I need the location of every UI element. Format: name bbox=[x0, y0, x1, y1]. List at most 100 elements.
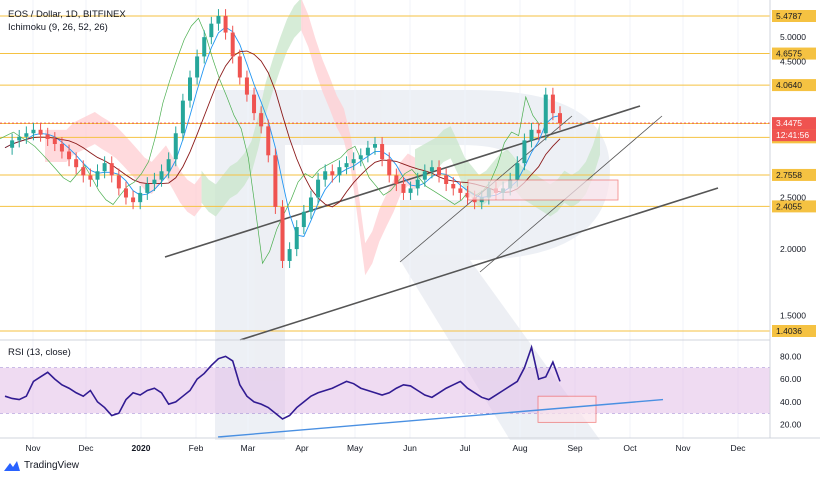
time-tick-label: 2020 bbox=[132, 443, 151, 453]
candle-body bbox=[159, 171, 164, 180]
countdown-box bbox=[772, 129, 816, 142]
candle-body bbox=[451, 184, 456, 189]
candle-body bbox=[308, 197, 313, 212]
time-tick-label: Oct bbox=[623, 443, 637, 453]
countdown-text: 12:41:56 bbox=[776, 130, 809, 140]
cloud-red-1 bbox=[45, 111, 202, 217]
time-tick-label: Dec bbox=[730, 443, 746, 453]
price-tick-label: 2.5000 bbox=[780, 192, 806, 202]
level-label-box bbox=[772, 200, 816, 213]
level-label-box bbox=[772, 79, 816, 92]
time-tick-label: Feb bbox=[189, 443, 204, 453]
level-label-text: 2.4055 bbox=[776, 201, 802, 211]
candle-body bbox=[515, 163, 520, 180]
candle-body bbox=[195, 56, 200, 78]
candle-body bbox=[437, 167, 442, 176]
chart-title: EOS / Dollar, 1D, BITFINEX bbox=[8, 9, 126, 20]
time-tick-label: Sep bbox=[567, 443, 582, 453]
indicator-label: Ichimoku (9, 26, 52, 26) bbox=[8, 22, 108, 33]
time-tick-label: Mar bbox=[241, 443, 256, 453]
candle-body bbox=[17, 136, 22, 141]
candle-body bbox=[188, 77, 192, 101]
candle-body bbox=[287, 249, 292, 261]
candle-body bbox=[415, 179, 420, 189]
candle-body bbox=[95, 171, 100, 180]
candle-body bbox=[380, 144, 385, 160]
level-label-text: 4.0640 bbox=[776, 80, 802, 90]
candle-body bbox=[422, 171, 427, 180]
level-label-text: 1.4036 bbox=[776, 326, 802, 336]
candle-body bbox=[316, 179, 321, 198]
time-tick-label: Nov bbox=[675, 443, 691, 453]
candle-body bbox=[230, 32, 235, 57]
candle-body bbox=[145, 184, 150, 193]
candle-body bbox=[529, 129, 534, 141]
candle-body bbox=[394, 175, 399, 185]
time-tick-label: Apr bbox=[295, 443, 308, 453]
level-label-box bbox=[772, 168, 816, 181]
candle-body bbox=[429, 167, 434, 172]
rsi-tick-label: 80.00 bbox=[780, 351, 802, 361]
candle-body bbox=[259, 113, 264, 127]
current-price-text: 3.4475 bbox=[776, 118, 802, 128]
rsi-band bbox=[0, 367, 770, 414]
candle-body bbox=[24, 133, 29, 137]
candle-body bbox=[252, 94, 257, 114]
level-labels: 5.47874.65754.06403.44233.24222.75582.40… bbox=[772, 10, 816, 337]
candle-body bbox=[301, 211, 306, 228]
candle-body bbox=[237, 56, 242, 78]
candle-body bbox=[88, 175, 93, 180]
level-label-text: 4.6575 bbox=[776, 49, 802, 59]
candle-body bbox=[116, 175, 121, 189]
candle-body bbox=[74, 159, 79, 168]
tradingview-logo[interactable]: TradingView bbox=[4, 460, 79, 471]
candle-body bbox=[458, 188, 463, 193]
price-axis: 5.0000 4.5000 2.5000 2.0000 1.5000 bbox=[780, 32, 806, 320]
candle-body bbox=[209, 23, 214, 38]
candle-body bbox=[202, 37, 207, 57]
current-price-box bbox=[772, 117, 816, 130]
candle-body bbox=[81, 167, 86, 176]
candle-body bbox=[280, 206, 285, 261]
candle-body bbox=[59, 144, 64, 152]
candle-body bbox=[337, 167, 342, 176]
candle-body bbox=[344, 163, 349, 168]
time-tick-label: May bbox=[347, 443, 364, 453]
price-tick-label: 5.0000 bbox=[780, 32, 806, 42]
candle-body bbox=[465, 192, 470, 198]
level-label-box bbox=[772, 10, 816, 22]
rsi-pane: 80.00 60.00 40.00 20.00 bbox=[0, 344, 802, 438]
time-tick-label: Dec bbox=[78, 443, 94, 453]
time-axis: Nov Dec 2020 Feb Mar Apr May Jun Jul Aug Sep Oct Nov… bbox=[25, 443, 746, 453]
rsi-trend-line bbox=[217, 398, 664, 438]
rsi-line bbox=[4, 344, 561, 420]
candle-body bbox=[365, 147, 370, 156]
candle-body bbox=[330, 171, 335, 176]
chikou-line bbox=[0, 17, 541, 265]
candle-body bbox=[10, 140, 15, 148]
target-zone-box bbox=[467, 179, 619, 201]
candle-body bbox=[351, 159, 356, 164]
candle-body bbox=[273, 155, 278, 207]
candle-body bbox=[558, 113, 562, 123]
tradingview-icon bbox=[4, 460, 20, 471]
candle-body bbox=[152, 179, 157, 185]
candle-body bbox=[550, 94, 555, 114]
time-tick-label: Aug bbox=[512, 443, 527, 453]
candle-body bbox=[401, 184, 406, 193]
candle-body bbox=[109, 163, 114, 176]
rsi-tick-label: 40.00 bbox=[780, 397, 802, 407]
candle-body bbox=[387, 159, 392, 176]
candle-body bbox=[52, 138, 57, 145]
candle-body bbox=[536, 129, 541, 134]
candle-body bbox=[173, 133, 178, 160]
candle-body bbox=[244, 77, 249, 95]
level-label-text: 2.7558 bbox=[776, 170, 802, 180]
candle-body bbox=[294, 227, 299, 250]
candle-body bbox=[408, 188, 413, 193]
price-tick-label: 4.5000 bbox=[780, 57, 806, 67]
level-lines bbox=[0, 15, 770, 332]
candle-body bbox=[444, 175, 449, 185]
candle-body bbox=[223, 15, 228, 33]
